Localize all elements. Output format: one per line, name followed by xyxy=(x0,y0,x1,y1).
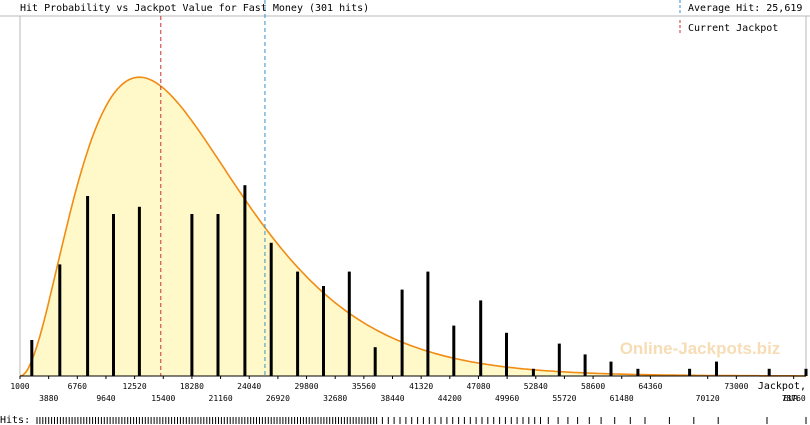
x-axis-unit: EUR xyxy=(784,394,799,403)
bar-6 xyxy=(190,214,194,376)
tick-label-lower-11: 70120 xyxy=(696,394,720,403)
bar-12 xyxy=(347,271,351,376)
tick-label-lower-5: 32680 xyxy=(323,394,347,403)
tick-label-upper-1: 6760 xyxy=(68,382,87,391)
tick-label-upper-2: 12520 xyxy=(123,382,147,391)
tick-label-lower-4: 26920 xyxy=(266,394,290,403)
bar-22 xyxy=(609,361,613,376)
legend-average-label: Average Hit: 25,619 xyxy=(688,3,802,14)
bar-8 xyxy=(243,185,247,376)
bar-26 xyxy=(767,368,771,376)
tick-label-lower-7: 44200 xyxy=(438,394,462,403)
bar-15 xyxy=(426,271,430,376)
tick-label-upper-3: 18280 xyxy=(180,382,204,391)
tick-label-lower-2: 15400 xyxy=(151,394,175,403)
tick-label-upper-10: 58600 xyxy=(581,382,605,391)
tick-label-upper-9: 52840 xyxy=(524,382,548,391)
chart-title: Hit Probability vs Jackpot Value for Fas… xyxy=(20,3,369,14)
bar-0 xyxy=(30,340,34,376)
bar-10 xyxy=(296,271,300,376)
tick-label-upper-11: 64360 xyxy=(638,382,662,391)
bar-18 xyxy=(505,332,508,376)
bar-24 xyxy=(688,368,692,376)
bar-7 xyxy=(216,214,220,376)
bar-2 xyxy=(86,196,90,376)
hit-marks xyxy=(36,417,807,424)
bar-3 xyxy=(112,214,115,376)
bar-4 xyxy=(137,206,141,376)
tick-label-upper-12: 73000 xyxy=(724,382,748,391)
x-axis-label: Jackpot, xyxy=(758,381,806,392)
legend-current-label: Current Jackpot xyxy=(688,23,778,34)
hits-label: Hits: xyxy=(0,415,30,425)
bar-19 xyxy=(531,368,535,376)
bars xyxy=(30,185,808,376)
bar-11 xyxy=(322,286,325,376)
tick-label-lower-1: 9640 xyxy=(96,394,115,403)
tick-label-lower-9: 55720 xyxy=(552,394,576,403)
tick-label-upper-5: 29800 xyxy=(294,382,318,391)
tick-label-lower-0: 3880 xyxy=(39,394,58,403)
bar-27 xyxy=(804,368,808,376)
bar-16 xyxy=(452,325,456,376)
watermark: Online-Jackpots.biz xyxy=(620,339,781,358)
tick-label-upper-6: 35560 xyxy=(352,382,376,391)
probability-curve xyxy=(19,76,806,377)
bar-25 xyxy=(715,361,718,376)
bar-21 xyxy=(583,354,587,376)
bar-1 xyxy=(58,264,62,376)
x-axis-ticks: 1000 6760 12520 18280 24040 29800 35560 41320 47… xyxy=(10,376,806,403)
bar-20 xyxy=(557,343,561,376)
bar-14 xyxy=(400,289,404,376)
tick-label-upper-4: 24040 xyxy=(237,382,261,391)
legend: Average Hit: 25,619 Current Jackpot xyxy=(679,0,802,34)
tick-label-upper-7: 41320 xyxy=(409,382,433,391)
tick-label-upper-8: 47080 xyxy=(466,382,490,391)
tick-label-upper-0: 1000 xyxy=(10,382,29,391)
tick-label-lower-10: 61480 xyxy=(610,394,634,403)
tick-label-lower-12: 78760 xyxy=(782,394,806,403)
tick-label-lower-3: 21160 xyxy=(209,394,233,403)
bar-9 xyxy=(269,242,273,376)
tick-label-lower-8: 49960 xyxy=(495,394,519,403)
bar-17 xyxy=(479,300,483,376)
bar-23 xyxy=(636,368,640,376)
bar-13 xyxy=(373,347,377,376)
tick-label-lower-6: 38440 xyxy=(380,394,404,403)
